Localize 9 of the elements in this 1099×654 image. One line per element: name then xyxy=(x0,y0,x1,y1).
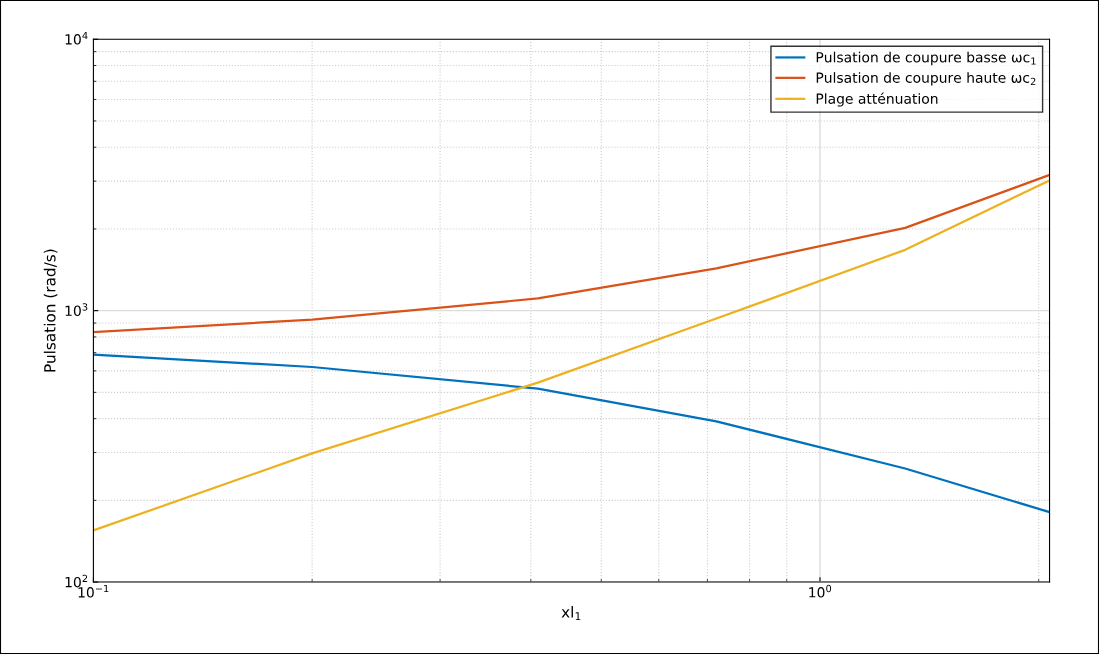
legend-label: Pulsation de coupure basse ωc$_{1}$ xyxy=(816,51,1036,66)
x-axis-title: xl$_{1}$ xyxy=(561,605,581,621)
legend-label: Plage atténuation xyxy=(816,92,938,107)
y-tick-label: 10$^{2}$ xyxy=(65,574,88,588)
y-tick-label: 10$^{4}$ xyxy=(65,32,88,45)
y-axis-title: Pulsation (rad/s) xyxy=(43,249,58,372)
x-tick-label: 10$^{0}$ xyxy=(809,584,832,598)
legend-label: Pulsation de coupure haute ωc$_{2}$ xyxy=(816,72,1036,86)
y-tick-label: 10$^{3}$ xyxy=(65,303,88,317)
